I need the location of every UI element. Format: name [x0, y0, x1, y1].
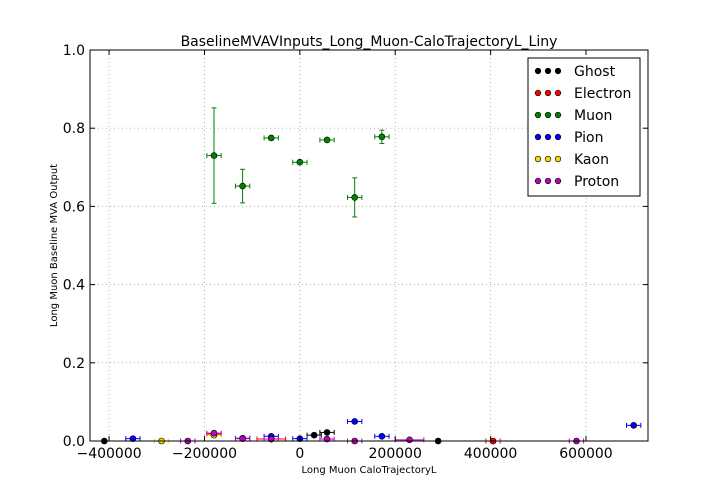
- legend-marker: [534, 67, 542, 75]
- legend-item-ghost: Ghost: [534, 64, 616, 80]
- y-tick-label: 0.4: [63, 278, 85, 294]
- proton-point: [406, 436, 413, 444]
- x-tick-label: 0: [295, 446, 304, 462]
- legend-marker: [534, 89, 542, 97]
- pion-point: [630, 422, 637, 429]
- y-tick-label: 0.6: [63, 199, 85, 215]
- legend-marker: [534, 111, 542, 119]
- y-axis-label: Long Muon Baseline MVA Output: [49, 164, 60, 327]
- series-ghost: [101, 429, 442, 445]
- y-tick-label: 0.2: [63, 356, 85, 372]
- legend-item-electron: Electron: [534, 86, 631, 102]
- legend-marker: [554, 177, 562, 185]
- legend-marker: [554, 133, 562, 141]
- legend-label: Muon: [574, 108, 612, 124]
- muon-point: [351, 194, 358, 201]
- muon-point: [210, 152, 218, 159]
- x-axis-label: Long Muon CaloTrajectoryL: [302, 465, 437, 476]
- x-tick-label: −400000: [76, 446, 141, 462]
- legend-marker: [544, 111, 552, 119]
- pion-point: [351, 418, 358, 425]
- muon-point: [378, 133, 386, 141]
- legend-item-proton: Proton: [534, 174, 619, 190]
- muon-point: [239, 182, 246, 190]
- legend-box: [527, 57, 641, 197]
- legend-item-pion: Pion: [534, 130, 603, 146]
- x-tick-label: 400000: [464, 446, 517, 462]
- ghost-point: [310, 431, 318, 439]
- legend-marker: [534, 177, 542, 185]
- legend-marker: [534, 133, 542, 141]
- pion-point: [129, 435, 137, 442]
- proton-point: [210, 429, 218, 437]
- legend-marker: [554, 89, 562, 97]
- legend-item-kaon: Kaon: [534, 152, 609, 168]
- y-tick-label: 1.0: [63, 43, 85, 59]
- y-tick-label: 0.0: [63, 434, 85, 450]
- ghost-point: [323, 429, 331, 436]
- muon-point: [323, 136, 331, 144]
- muon-point: [296, 158, 304, 166]
- legend-marker: [544, 89, 552, 97]
- legend-label: Kaon: [574, 152, 609, 168]
- chart-title: BaselineMVAVInputs_Long_Muon-CaloTraject…: [181, 34, 558, 50]
- y-tick-label: 0.8: [63, 121, 85, 137]
- legend-item-muon: Muon: [534, 108, 612, 124]
- legend-marker: [554, 155, 562, 163]
- x-tick-label: −200000: [172, 446, 237, 462]
- legend-label: Pion: [574, 130, 603, 146]
- legend-marker: [544, 67, 552, 75]
- axis-ticks: −400000 −200000 0 200000 400000 600000 0.0 0.2 0…: [63, 43, 648, 462]
- muon-point: [267, 134, 275, 142]
- legend-marker: [534, 155, 542, 163]
- plot-frame: [89, 49, 649, 442]
- x-tick-label: 600000: [559, 446, 612, 462]
- series-muon: [206, 107, 390, 218]
- x-tick-label: 200000: [369, 446, 422, 462]
- legend-label: Electron: [574, 86, 631, 102]
- legend-label: Ghost: [574, 64, 616, 80]
- proton-point: [239, 435, 246, 442]
- legend-marker: [544, 177, 552, 185]
- pion-point: [378, 433, 386, 440]
- legend-marker: [544, 155, 552, 163]
- legend-label: Proton: [574, 174, 619, 190]
- legend: Ghost Electron Muon Pion Kaon Proton: [527, 57, 641, 197]
- legend-marker: [544, 133, 552, 141]
- legend-marker: [554, 111, 562, 119]
- legend-marker: [554, 67, 562, 75]
